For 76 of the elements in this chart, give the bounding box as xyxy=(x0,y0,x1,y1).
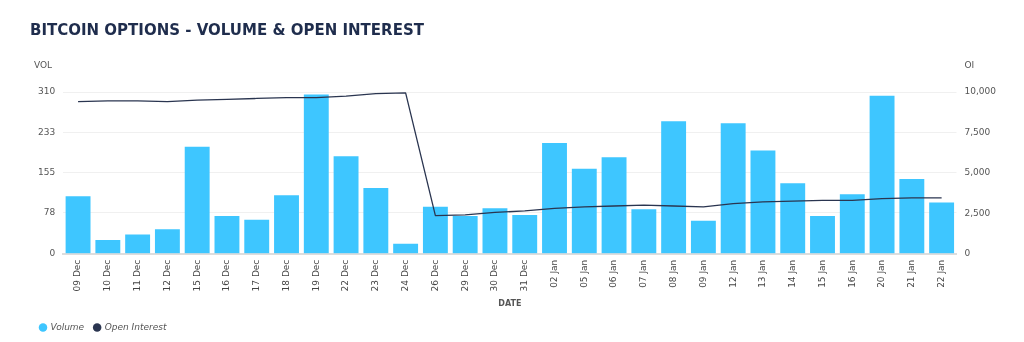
x-tick-label: 08 Jan xyxy=(667,259,678,288)
y-tick-label: 0 xyxy=(49,248,56,259)
bar xyxy=(154,229,180,254)
x-tick-label: 12 Jan xyxy=(727,259,738,288)
bar xyxy=(65,196,91,254)
x-tick-label: 13 Jan xyxy=(757,259,768,288)
x-tick-label: 23 Dec xyxy=(370,259,381,292)
x-tick-label: 22 Dec xyxy=(340,259,351,292)
bar xyxy=(631,209,657,254)
bar xyxy=(452,216,478,254)
x-tick-label: 02 Jan xyxy=(548,259,559,288)
bar xyxy=(601,157,627,254)
bar xyxy=(661,121,687,254)
x-tick-label: 19 Dec xyxy=(310,259,321,292)
y2-tick-label: 5,000 xyxy=(964,167,991,178)
bar xyxy=(810,216,835,254)
bar xyxy=(125,234,151,254)
x-tick-label: 15 Dec xyxy=(191,259,202,292)
bar xyxy=(393,243,419,254)
x-tick-label: 21 Jan xyxy=(906,259,917,288)
x-tick-label: 29 Dec xyxy=(459,259,470,292)
bar xyxy=(303,94,329,254)
x-tick-label: 15 Jan xyxy=(816,259,827,288)
y-tick-label: 78 xyxy=(43,207,56,218)
bar xyxy=(869,95,895,254)
y-tick-label: 155 xyxy=(37,167,56,178)
bar xyxy=(214,216,240,254)
x-tick-label: 06 Jan xyxy=(608,259,619,288)
x-tick-label: 31 Dec xyxy=(519,259,530,292)
x-tick-label: 10 Dec xyxy=(102,259,113,292)
legend-label: Open Interest xyxy=(104,321,167,332)
bar xyxy=(274,195,299,254)
x-tick-label: 07 Jan xyxy=(638,259,649,288)
x-tick-label: 26 Dec xyxy=(429,259,440,292)
x-tick-label: 09 Dec xyxy=(72,259,83,292)
bar xyxy=(512,215,538,254)
bar xyxy=(542,143,567,254)
bar xyxy=(333,156,359,254)
bar xyxy=(363,187,389,254)
x-tick-label: 24 Dec xyxy=(399,259,410,292)
bar xyxy=(780,183,806,254)
x-tick-label: 14 Jan xyxy=(787,259,798,288)
bar xyxy=(690,220,716,254)
x-axis-title: DATE xyxy=(498,299,522,309)
bar xyxy=(482,208,508,254)
x-tick-label: 16 Dec xyxy=(221,259,232,292)
x-tick-label: 16 Jan xyxy=(846,259,857,288)
x-tick-label: 18 Dec xyxy=(280,259,291,292)
bar xyxy=(244,219,270,254)
y2-tick-label: 0 xyxy=(964,248,971,259)
y-tick-label: 310 xyxy=(37,86,56,97)
bar xyxy=(839,194,865,254)
bar xyxy=(929,202,955,254)
x-tick-label: 05 Jan xyxy=(578,259,589,288)
y-axis-title: VOL xyxy=(34,59,53,70)
bar xyxy=(422,206,448,254)
y-tick-label: 233 xyxy=(37,126,56,137)
x-tick-label: 20 Jan xyxy=(876,259,887,288)
y2-tick-label: 7,500 xyxy=(964,126,991,137)
x-tick-label: 22 Jan xyxy=(935,259,946,288)
bar xyxy=(750,150,776,254)
x-tick-label: 12 Dec xyxy=(161,259,172,292)
y2-axis-title: OI xyxy=(964,59,975,70)
bar xyxy=(571,168,597,254)
bar xyxy=(899,179,925,254)
y2-tick-label: 10,000 xyxy=(964,86,997,97)
x-tick-label: 09 Jan xyxy=(697,259,708,288)
legend-label: Volume xyxy=(50,321,85,332)
y2-tick-label: 2,500 xyxy=(964,207,991,218)
bar xyxy=(95,240,121,254)
bar xyxy=(184,146,210,254)
x-tick-label: 30 Dec xyxy=(489,259,500,292)
chart-title: BITCOIN OPTIONS - VOLUME & OPEN INTEREST xyxy=(30,20,425,39)
bar xyxy=(720,123,746,254)
x-tick-label: 17 Dec xyxy=(251,259,262,292)
x-tick-label: 11 Dec xyxy=(131,259,142,292)
